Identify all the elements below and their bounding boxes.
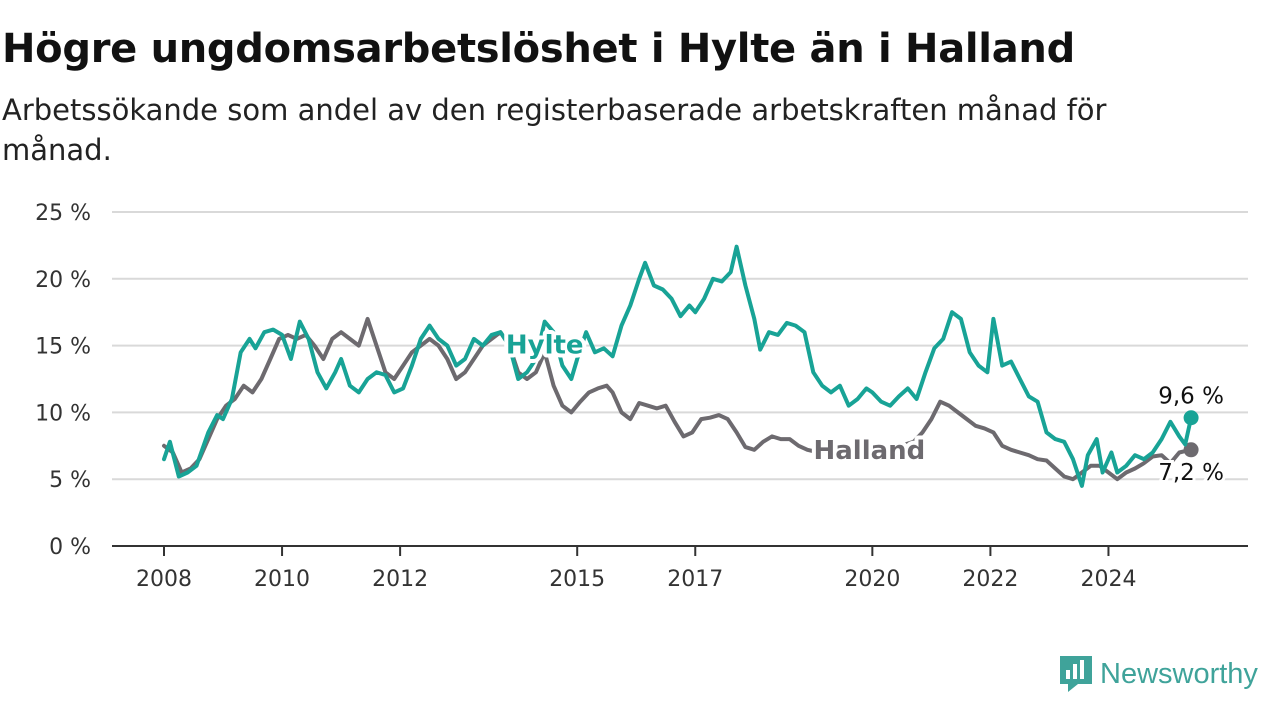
x-tick-label: 2022 <box>962 567 1018 592</box>
x-axis: 2008 2010 2012 2015 2017 2020 2022 2024 <box>112 545 1248 592</box>
series-lines <box>162 244 1199 488</box>
y-tick-label: 15 % <box>35 335 91 360</box>
end-point-hylte <box>1183 410 1199 426</box>
series-label-halland: Halland <box>813 436 925 466</box>
line-chart: 0 %5 %10 %15 %20 %25 % 2008 2010 2012 2015 2… <box>35 201 1248 592</box>
end-label-hylte: 9,6 % <box>1158 384 1224 410</box>
x-tick-label: 2010 <box>254 567 310 592</box>
y-tick-label: 5 % <box>49 468 91 493</box>
end-label-halland: 7,2 % <box>1158 460 1224 486</box>
y-tick-label: 10 % <box>35 401 91 426</box>
chart-subtitle: Arbetssökande som andel av den registerb… <box>2 93 1107 167</box>
x-tick-label: 2017 <box>667 567 723 592</box>
x-tick-label: 2024 <box>1080 567 1136 592</box>
y-axis-ticks: 0 % 5 % 10 % 15 % 20 % 25 % <box>35 201 91 560</box>
brand-logo: Newsworthy <box>1058 654 1258 694</box>
series-label-hylte: Hylte <box>506 331 584 361</box>
x-tick-label: 2012 <box>372 567 428 592</box>
chart-title: Högre ungdomsarbetslöshet i Hylte än i H… <box>2 26 1075 72</box>
y-tick-label: 0 % <box>49 535 91 560</box>
x-tick-label: 2020 <box>844 567 900 592</box>
series-labels: Hylte Halland 9,6 % 7,2 % <box>502 327 1227 489</box>
series-line-halland <box>162 316 1194 482</box>
newsworthy-logo-icon <box>1060 656 1092 692</box>
series-line-hylte <box>162 244 1194 488</box>
brand-name: Newsworthy <box>1100 657 1258 690</box>
y-tick-label: 25 % <box>35 201 91 226</box>
x-tick-label: 2015 <box>549 567 605 592</box>
end-point-halland <box>1183 442 1199 458</box>
grid-lines <box>112 211 1248 481</box>
y-tick-label: 20 % <box>35 268 91 293</box>
x-tick-label: 2008 <box>136 567 192 592</box>
